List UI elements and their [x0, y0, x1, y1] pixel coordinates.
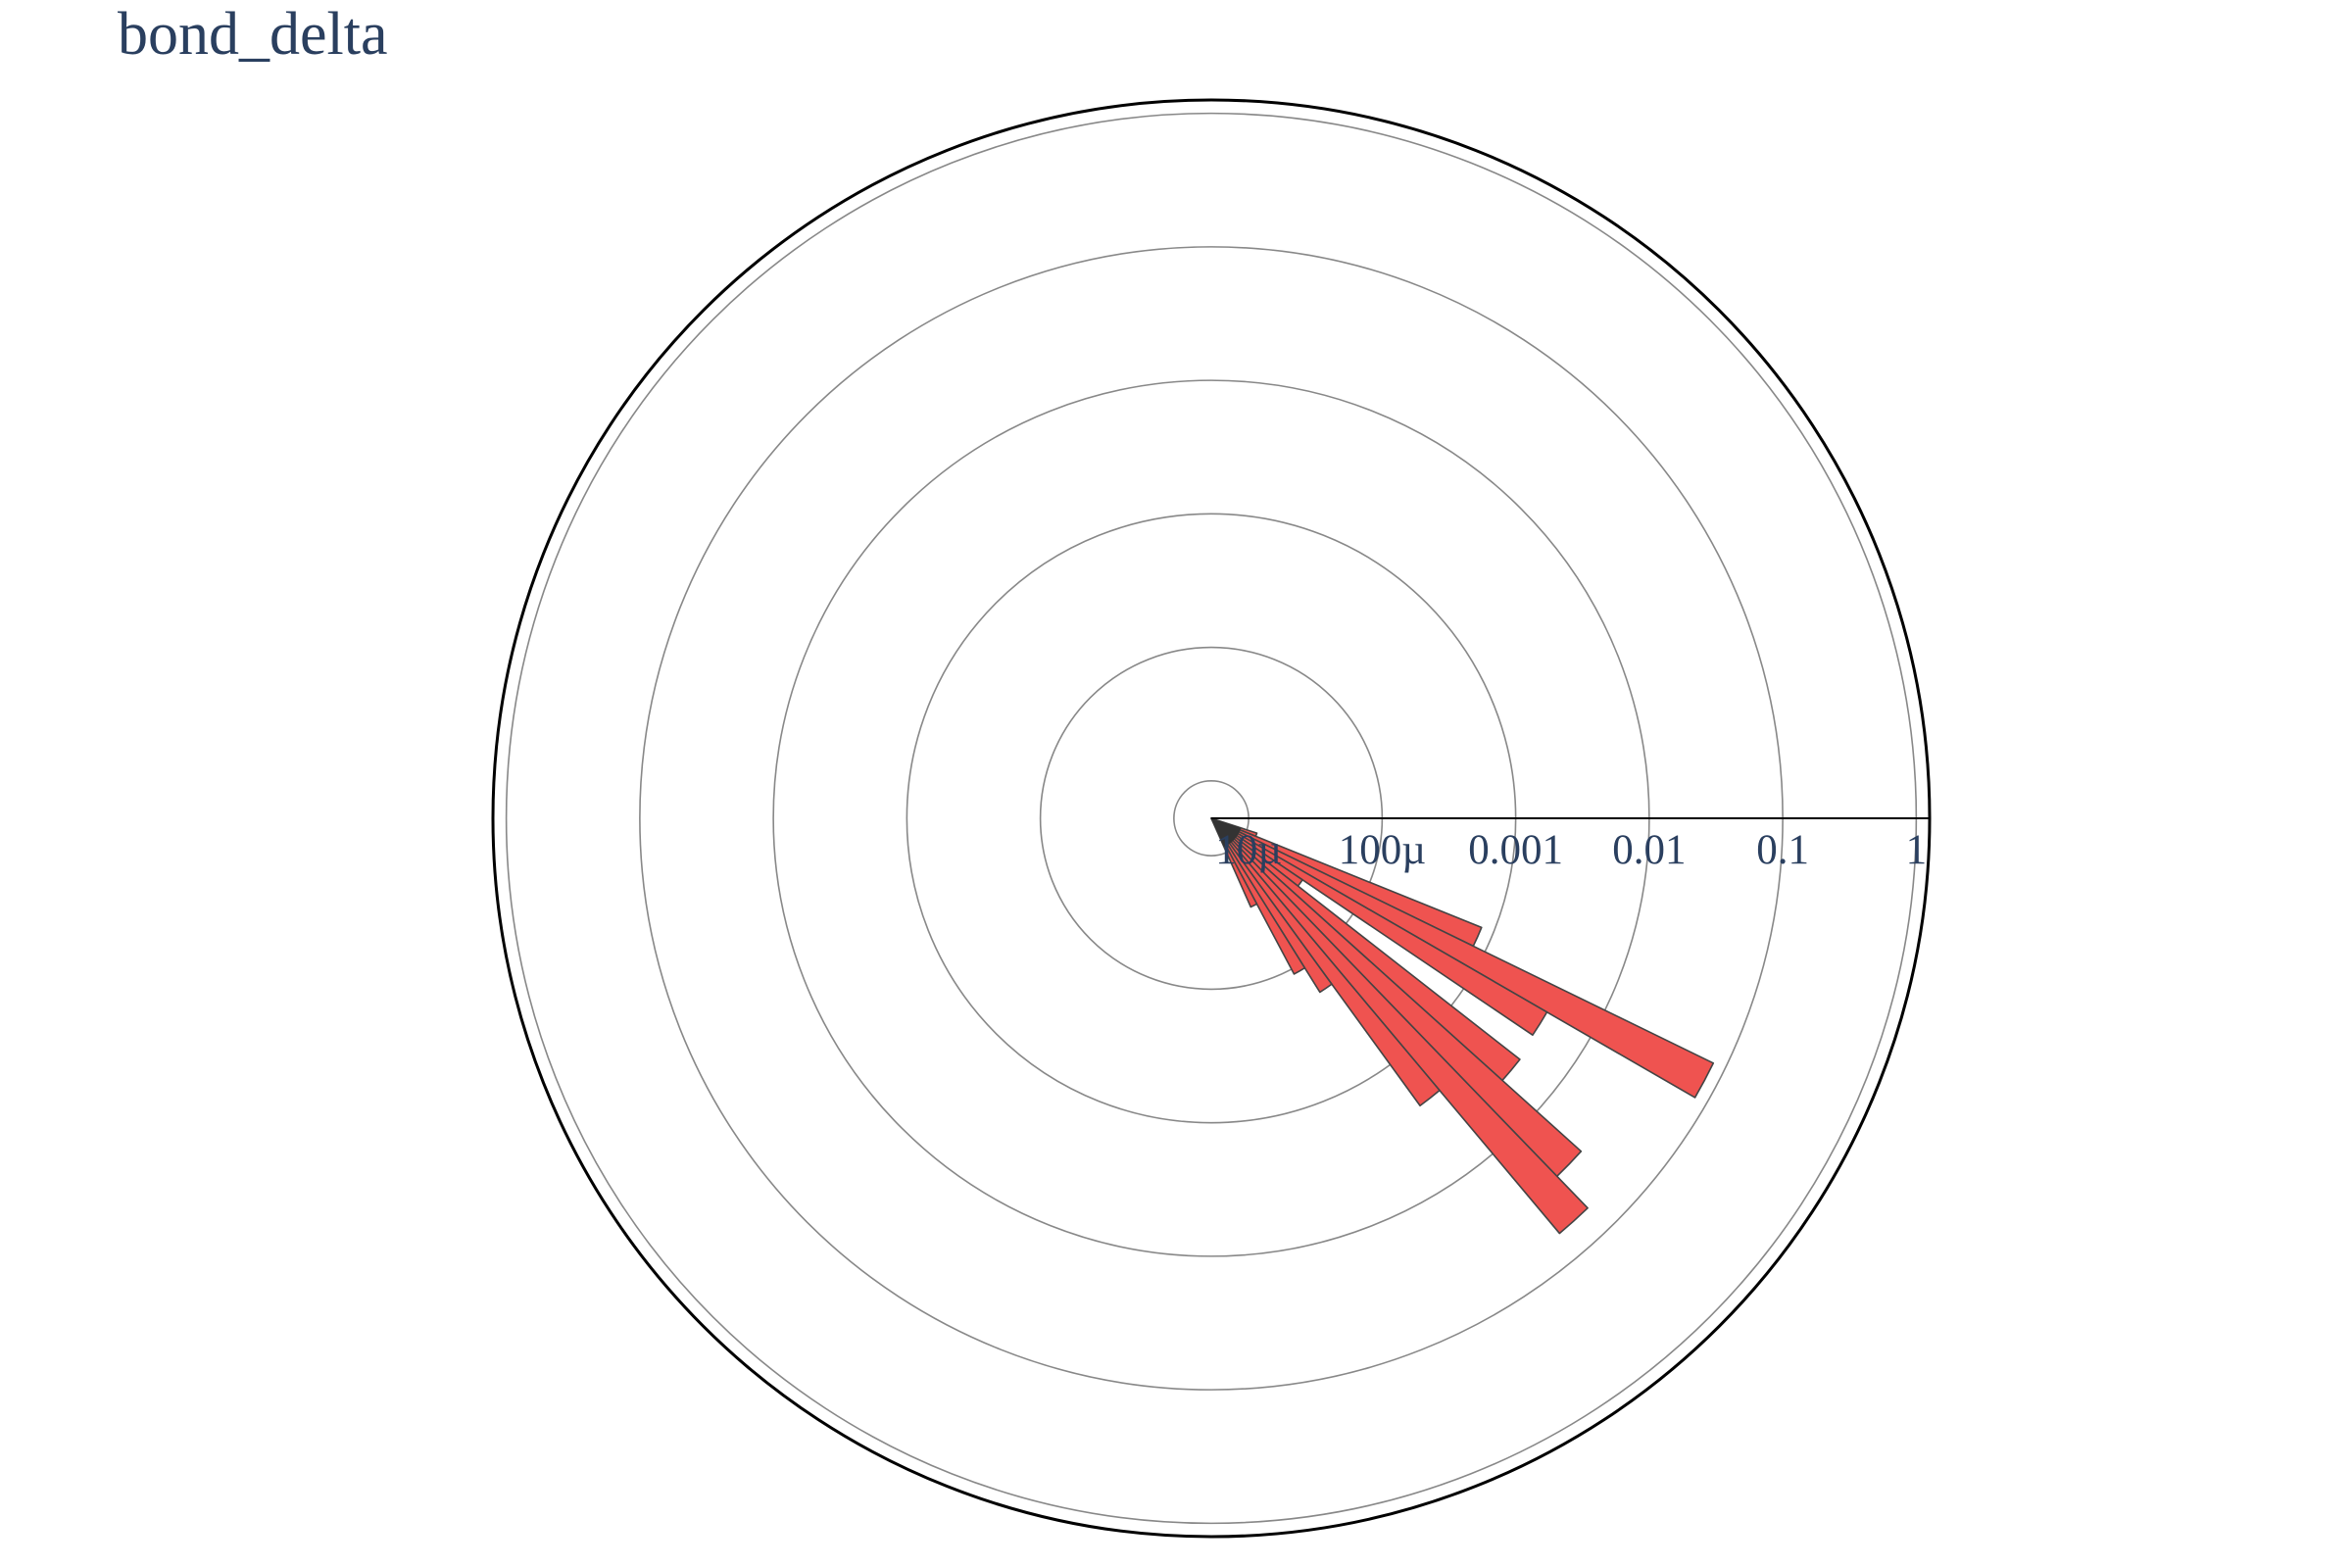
center-hub: [1211, 818, 1242, 848]
tick-label-0: 10µ: [1215, 827, 1282, 873]
tick-label-2: 0.001: [1468, 827, 1563, 873]
radial-tick-labels: 10µ 100µ 0.001 0.01 0.1 1: [1215, 827, 1927, 873]
bar-10: [1210, 817, 1306, 975]
tick-label-1: 100µ: [1339, 827, 1426, 873]
chart-title: bond_delta: [118, 1, 388, 68]
tick-label-4: 0.1: [1756, 827, 1809, 873]
polar-outline: [491, 98, 1932, 1539]
tick-label-5: 1: [1906, 827, 1928, 873]
bar-9: [1210, 817, 1333, 994]
center-marker: [1211, 818, 1242, 848]
bar-2: [1210, 817, 1715, 1099]
bar-series: [1210, 817, 1715, 1235]
tick-label-3: 0.01: [1612, 827, 1686, 873]
bar-7: [1210, 817, 1589, 1235]
bar-8: [1210, 817, 1441, 1107]
bar-3: [1210, 817, 1548, 1036]
